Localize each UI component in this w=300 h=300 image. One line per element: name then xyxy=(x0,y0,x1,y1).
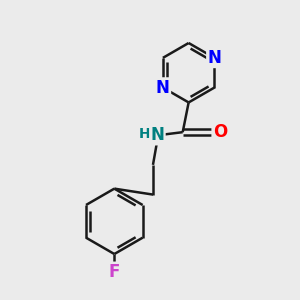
Text: H: H xyxy=(138,127,150,141)
Text: N: N xyxy=(151,126,164,144)
Text: O: O xyxy=(213,123,227,141)
Text: N: N xyxy=(207,49,221,67)
Text: F: F xyxy=(109,263,120,281)
Text: N: N xyxy=(156,79,170,97)
